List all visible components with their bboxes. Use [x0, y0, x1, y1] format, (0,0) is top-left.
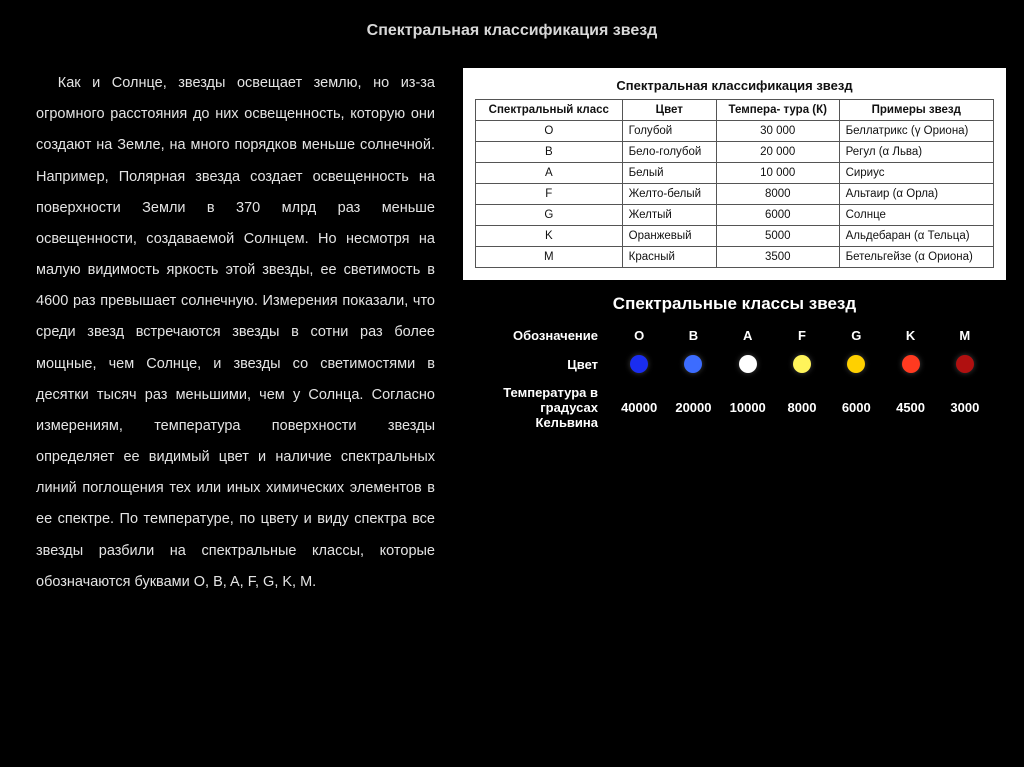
row-label-designation: Обозначение — [477, 328, 612, 343]
class-letter: K — [883, 328, 937, 343]
cell-example: Сириус — [839, 163, 993, 184]
class-color-dot — [883, 355, 937, 373]
cell-class: A — [476, 163, 623, 184]
class-temp: 3000 — [938, 400, 992, 415]
table-container: Спектральная классификация звезд Спектра… — [463, 68, 1006, 280]
page-title: Спектральная классификация звезд — [0, 0, 1024, 68]
class-temp: 8000 — [775, 400, 829, 415]
table-row: OГолубой30 000Беллатрикс (γ Ориона) — [476, 121, 994, 142]
cell-color: Оранжевый — [622, 226, 716, 247]
cell-temp: 10 000 — [716, 163, 839, 184]
cell-class: G — [476, 205, 623, 226]
class-letter: A — [721, 328, 775, 343]
cell-example: Регул (α Льва) — [839, 142, 993, 163]
class-color-dot — [829, 355, 883, 373]
body-text: Как и Солнце, звезды освещает землю, но … — [36, 68, 435, 598]
cell-temp: 30 000 — [716, 121, 839, 142]
table-title: Спектральная классификация звезд — [475, 78, 994, 93]
color-dot-icon — [739, 355, 757, 373]
color-dot-icon — [630, 355, 648, 373]
color-dot-icon — [793, 355, 811, 373]
color-dot-icon — [847, 355, 865, 373]
table-row: KОранжевый5000Альдебаран (α Тельца) — [476, 226, 994, 247]
class-temp: 40000 — [612, 400, 666, 415]
col-class: Спектральный класс — [476, 100, 623, 121]
cell-color: Голубой — [622, 121, 716, 142]
cell-color: Желтый — [622, 205, 716, 226]
cell-temp: 8000 — [716, 184, 839, 205]
table-header-row: Спектральный класс Цвет Темпера- тура (К… — [476, 100, 994, 121]
class-temp: 4500 — [883, 400, 937, 415]
class-letter: O — [612, 328, 666, 343]
color-dot-icon — [902, 355, 920, 373]
table-row: AБелый10 000Сириус — [476, 163, 994, 184]
class-temp: 10000 — [721, 400, 775, 415]
cell-example: Альтаир (α Орла) — [839, 184, 993, 205]
class-letter: M — [938, 328, 992, 343]
cell-class: K — [476, 226, 623, 247]
cell-color: Белый — [622, 163, 716, 184]
cell-class: B — [476, 142, 623, 163]
color-dot-icon — [684, 355, 702, 373]
cell-temp: 3500 — [716, 247, 839, 268]
cell-class: F — [476, 184, 623, 205]
cell-temp: 5000 — [716, 226, 839, 247]
cell-temp: 6000 — [716, 205, 839, 226]
cell-class: O — [476, 121, 623, 142]
table-row: GЖелтый6000Солнце — [476, 205, 994, 226]
col-examples: Примеры звезд — [839, 100, 993, 121]
classes-chart-title: Спектральные классы звезд — [477, 294, 992, 314]
table-row: FЖелто-белый8000Альтаир (α Орла) — [476, 184, 994, 205]
color-dot-icon — [956, 355, 974, 373]
left-column: Как и Солнце, звезды освещает землю, но … — [18, 68, 463, 598]
row-label-color: Цвет — [477, 357, 612, 372]
class-letter: G — [829, 328, 883, 343]
table-row: BБело-голубой20 000Регул (α Льва) — [476, 142, 994, 163]
cell-color: Бело-голубой — [622, 142, 716, 163]
cell-example: Бетельгейзе (α Ориона) — [839, 247, 993, 268]
cell-temp: 20 000 — [716, 142, 839, 163]
cell-example: Солнце — [839, 205, 993, 226]
class-letter: F — [775, 328, 829, 343]
class-color-dot — [775, 355, 829, 373]
class-temp: 6000 — [829, 400, 883, 415]
col-color: Цвет — [622, 100, 716, 121]
col-temp: Темпера- тура (К) — [716, 100, 839, 121]
class-grid: ОбозначениеOBAFGKM Цвет Температура в град… — [477, 328, 992, 430]
content-area: Как и Солнце, звезды освещает землю, но … — [0, 68, 1024, 598]
spectral-table: Спектральный класс Цвет Темпера- тура (К… — [475, 99, 994, 268]
class-temp: 20000 — [666, 400, 720, 415]
cell-class: M — [476, 247, 623, 268]
cell-color: Желто-белый — [622, 184, 716, 205]
right-column: Спектральная классификация звезд Спектра… — [463, 68, 1006, 598]
cell-example: Беллатрикс (γ Ориона) — [839, 121, 993, 142]
cell-example: Альдебаран (α Тельца) — [839, 226, 993, 247]
class-color-dot — [938, 355, 992, 373]
table-row: MКрасный3500Бетельгейзе (α Ориона) — [476, 247, 994, 268]
class-color-dot — [666, 355, 720, 373]
class-color-dot — [721, 355, 775, 373]
cell-color: Красный — [622, 247, 716, 268]
class-color-dot — [612, 355, 666, 373]
row-label-temp: Температура в градусах Кельвина — [477, 385, 612, 430]
classes-chart: Спектральные классы звезд ОбозначениеOBA… — [463, 280, 1006, 438]
class-letter: B — [666, 328, 720, 343]
